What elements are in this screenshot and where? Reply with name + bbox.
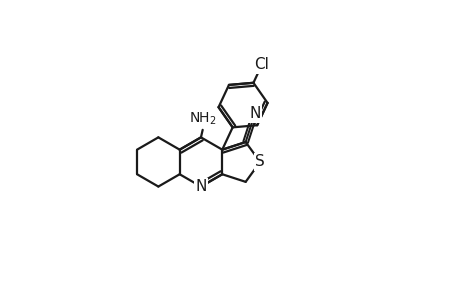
Text: S: S [255, 154, 264, 169]
Text: Cl: Cl [254, 57, 269, 72]
Text: N: N [195, 179, 206, 194]
Text: N: N [249, 106, 260, 122]
Text: NH$_2$: NH$_2$ [189, 111, 216, 127]
